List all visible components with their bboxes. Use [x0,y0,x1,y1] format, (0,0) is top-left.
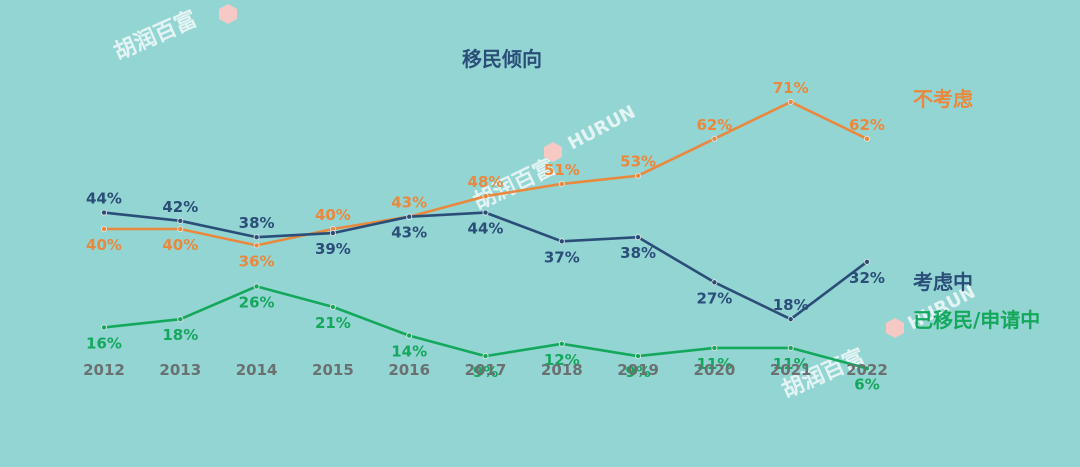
data-label: 27% [696,289,732,307]
data-label: 9% [473,363,498,381]
data-point [406,332,413,339]
data-label: 9% [625,363,650,381]
data-label: 18% [162,326,198,344]
data-label: 53% [620,153,656,171]
data-label: 40% [315,206,351,224]
watermark-en-text: HURUN [564,101,639,154]
data-point [329,303,336,310]
data-label-layer: 16% 18% 26% 21% 14% 9% 12% 9% 11% 11% 6% 40% 40% 36% 4… [86,79,885,393]
data-point [787,98,794,105]
data-label: 37% [544,248,580,266]
data-label: 43% [391,194,427,212]
data-point [253,234,260,241]
data-point [864,258,871,265]
data-point [482,353,489,360]
data-label: 32% [849,269,885,287]
hurun-logo-icon [544,142,562,162]
legend-entry: 不考虑 [913,87,973,111]
data-label: 38% [239,214,275,232]
x-axis-labels: 2012 2013 2014 2015 2016 2017 2018 2019 2020 2021… [83,361,888,379]
data-point [711,279,718,286]
data-label: 26% [239,293,275,311]
chart-title: 移民倾向 [462,47,542,71]
data-point [864,365,871,372]
hurun-logo-icon [219,4,237,24]
data-point [864,135,871,142]
data-label: 21% [315,314,351,332]
data-point [787,344,794,351]
data-point [101,209,108,216]
x-tick-label: 2014 [236,361,278,379]
data-point [101,324,108,331]
data-point [787,316,794,323]
data-label: 48% [468,173,504,191]
data-point [711,135,718,142]
data-point [558,340,565,347]
data-label: 16% [86,334,122,352]
data-point [482,209,489,216]
data-point [558,180,565,187]
data-label: 40% [86,236,122,254]
data-label: 36% [239,252,275,270]
data-point [635,353,642,360]
x-tick-label: 2022 [846,361,888,379]
hurun-watermark-center-en: HURUN [564,101,639,154]
x-tick-label: 2015 [312,361,354,379]
data-point [101,225,108,232]
x-tick-label: 2012 [83,361,125,379]
legend-entry: 已移民/申请中 [913,308,1040,332]
data-point [558,238,565,245]
data-label: 6% [854,375,879,393]
x-tick-label: 2020 [694,361,736,379]
data-point [482,193,489,200]
data-point [635,234,642,241]
data-label: 39% [315,240,351,258]
x-tick-label: 2016 [388,361,430,379]
watermark-cn-text: 胡润百富 [110,6,201,66]
data-point [177,217,184,224]
x-tick-label: 2017 [465,361,507,379]
data-label: 11% [696,355,732,373]
data-point [406,213,413,220]
x-tick-label: 2021 [770,361,812,379]
hurun-watermark-top-left: 胡润百富 [110,6,201,66]
data-label: 44% [86,190,122,208]
data-label: 43% [391,224,427,242]
data-label: 12% [544,351,580,369]
hurun-logo-icon [886,318,904,338]
x-tick-label: 2018 [541,361,583,379]
data-label: 40% [162,236,198,254]
data-point [177,225,184,232]
data-point [253,242,260,249]
legend-entry: 考虑中 [913,270,973,294]
x-tick-label: 2013 [159,361,201,379]
series-layer [101,98,871,372]
data-label: 44% [468,220,504,238]
data-point [329,230,336,237]
data-point [711,344,718,351]
data-point [635,172,642,179]
data-label: 18% [773,296,809,314]
data-label: 11% [773,355,809,373]
data-point [177,316,184,323]
data-label: 51% [544,161,580,179]
data-label: 38% [620,244,656,262]
data-label: 62% [849,116,885,134]
data-point [253,283,260,290]
data-label: 62% [696,116,732,134]
data-label: 42% [162,198,198,216]
x-tick-label: 2019 [617,361,659,379]
data-label: 71% [773,79,809,97]
data-label: 14% [391,343,427,361]
